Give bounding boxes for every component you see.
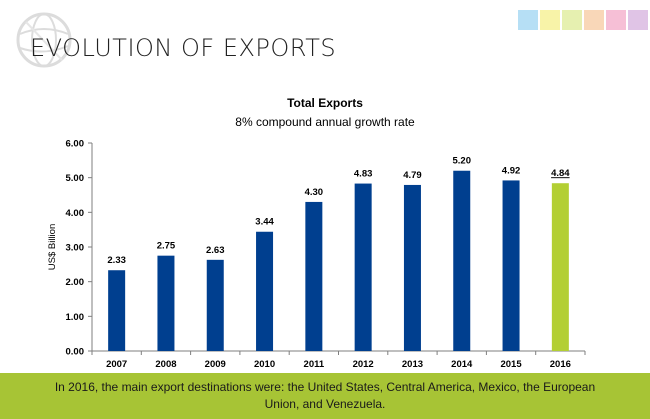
x-tick-label-2016: 2016 [550,359,571,370]
bar-2014 [453,170,471,351]
color-swatches [518,10,648,30]
data-label-2007: 2.33 [107,255,126,266]
color-swatch [562,10,582,30]
bar-2011 [305,201,323,351]
data-label-2012: 4.83 [354,169,373,180]
y-axis-title: US$ Billion [47,224,58,270]
y-tick-label: 1.00 [66,312,85,323]
y-tick-label: 2.00 [66,277,85,288]
data-label-2013: 4.79 [403,170,422,181]
x-tick-label-2009: 2009 [205,359,226,370]
x-tick-label-2007: 2007 [106,359,127,370]
bar-2007 [108,270,126,351]
chart-title: Total Exports [287,96,363,110]
x-tick-label-2008: 2008 [155,359,176,370]
bar-2009 [206,259,224,351]
x-tick-label-2012: 2012 [353,359,374,370]
footer-text: In 2016, the main export destinations we… [54,380,596,411]
y-tick-label: 3.00 [66,243,85,254]
data-label-2016: 4.84 [551,168,570,179]
color-swatch [518,10,538,30]
data-label-2009: 2.63 [206,245,225,256]
color-swatch [584,10,604,30]
y-tick-label: 5.00 [66,173,85,184]
chart-subtitle: 8% compound annual growth rate [235,115,415,129]
x-tick-label-2010: 2010 [254,359,275,370]
bar-2012 [354,183,372,351]
bar-chart: 0.00 1.00 2.00 3.00 4.00 5.00 6.00 US$ Billion 2… [47,139,586,370]
bar-2010 [256,231,274,351]
x-tick-label-2014: 2014 [451,359,473,370]
x-tick-label-2011: 2011 [304,359,325,370]
bar-2016 [551,183,569,351]
bar-2015 [502,180,520,351]
data-label-2011: 4.30 [305,187,324,198]
color-swatch [606,10,626,30]
data-label-2015: 4.92 [502,165,521,176]
footer-band: In 2016, the main export destinations we… [0,373,650,419]
bar-2008 [157,255,175,351]
y-tick-label: 4.00 [66,208,85,219]
x-tick-label-2015: 2015 [500,359,522,370]
color-swatch [540,10,560,30]
data-label-2010: 3.44 [255,217,274,228]
bar-2013 [403,184,421,351]
y-tick-label: 6.00 [66,139,85,150]
page-title: EVOLUTION OF EXPORTS [30,34,337,62]
color-swatch [628,10,648,30]
globe-icon [16,12,72,68]
y-tick-label: 0.00 [66,347,85,358]
data-label-2008: 2.75 [157,241,176,252]
x-tick-label-2013: 2013 [402,359,423,370]
data-label-2014: 5.20 [453,156,472,167]
